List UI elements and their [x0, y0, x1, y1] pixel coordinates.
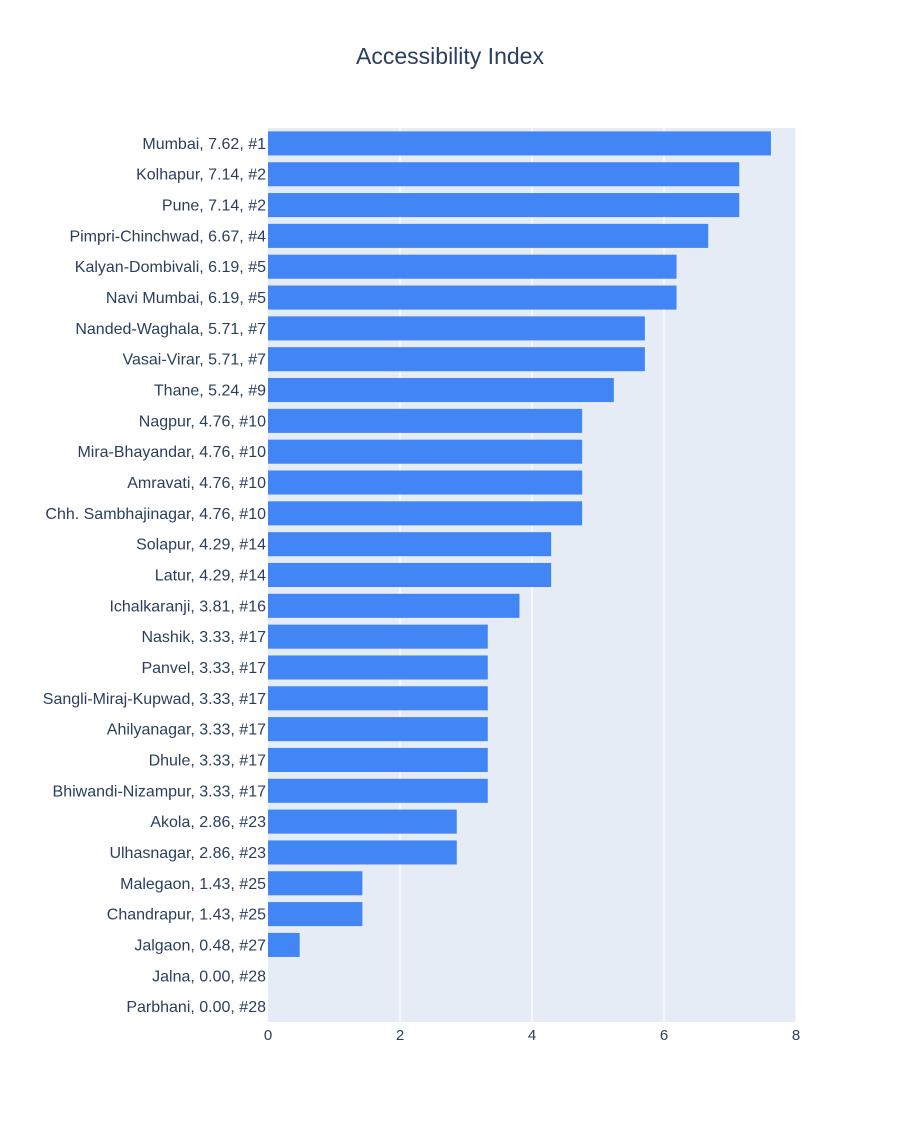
- x-tick-label-2: 2: [396, 1027, 404, 1044]
- y-category-label-29: Parbhani, 0.00, #28: [126, 999, 266, 1016]
- y-category-label-2: Kolhapur, 7.14, #2: [136, 167, 266, 184]
- x-tick-label-0: 0: [264, 1027, 272, 1044]
- bar-22: [268, 778, 488, 803]
- y-category-label-4: Pimpri-Chinchwad, 6.67, #4: [69, 228, 266, 245]
- x-tick-label-6: 6: [660, 1027, 668, 1044]
- bar-5: [268, 254, 677, 279]
- y-category-label-5: Kalyan-Dombivali, 6.19, #5: [75, 259, 266, 276]
- bar-12: [268, 470, 583, 495]
- y-category-label-19: Sangli-Miraj-Kupwad, 3.33, #17: [43, 691, 266, 708]
- y-category-label-17: Nashik, 3.33, #17: [141, 629, 266, 646]
- bar-14: [268, 532, 552, 557]
- bars: [268, 131, 771, 957]
- bar-10: [268, 408, 583, 433]
- bar-7: [268, 316, 645, 341]
- y-category-label-18: Panvel, 3.33, #17: [141, 660, 266, 677]
- y-category-label-9: Thane, 5.24, #9: [154, 383, 266, 400]
- y-category-label-28: Jalna, 0.00, #28: [152, 968, 266, 985]
- y-category-label-6: Navi Mumbai, 6.19, #5: [106, 290, 266, 307]
- bar-9: [268, 378, 614, 403]
- bar-3: [268, 193, 740, 218]
- bar-21: [268, 747, 488, 772]
- bar-4: [268, 223, 709, 248]
- y-axis-labels: Mumbai, 7.62, #1 Kolhapur, 7.14, #2 Pune, …: [43, 136, 266, 1016]
- y-category-label-27: Jalgaon, 0.48, #27: [134, 937, 266, 954]
- x-tick-label-8: 8: [792, 1027, 800, 1044]
- bar-25: [268, 871, 363, 896]
- y-category-label-22: Bhiwandi-Nizampur, 3.33, #17: [53, 783, 267, 800]
- y-category-label-7: Nanded-Waghala, 5.71, #7: [75, 321, 266, 338]
- y-category-label-14: Solapur, 4.29, #14: [136, 537, 266, 554]
- bar-27: [268, 932, 300, 957]
- y-category-label-1: Mumbai, 7.62, #1: [142, 136, 266, 153]
- y-category-label-10: Nagpur, 4.76, #10: [139, 413, 266, 430]
- bar-19: [268, 686, 488, 711]
- bar-26: [268, 902, 363, 927]
- y-category-label-3: Pune, 7.14, #2: [162, 198, 266, 215]
- x-tick-label-4: 4: [528, 1027, 536, 1044]
- y-category-label-26: Chandrapur, 1.43, #25: [107, 907, 266, 924]
- bar-2: [268, 162, 740, 187]
- y-category-label-24: Ulhasnagar, 2.86, #23: [109, 845, 266, 862]
- bar-1: [268, 131, 771, 156]
- bar-17: [268, 624, 488, 649]
- bar-24: [268, 840, 457, 865]
- y-category-label-11: Mira-Bhayandar, 4.76, #10: [77, 444, 266, 461]
- y-category-label-13: Chh. Sambhajinagar, 4.76, #10: [45, 506, 266, 523]
- y-category-label-8: Vasai-Virar, 5.71, #7: [123, 352, 267, 369]
- x-axis-tick-labels: 0 2 4 6 8: [264, 1027, 800, 1044]
- y-category-label-16: Ichalkaranji, 3.81, #16: [109, 598, 266, 615]
- bar-23: [268, 809, 457, 834]
- bar-8: [268, 347, 645, 372]
- y-category-label-25: Malegaon, 1.43, #25: [120, 876, 266, 893]
- bar-11: [268, 439, 583, 464]
- y-category-label-20: Ahilyanagar, 3.33, #17: [107, 722, 266, 739]
- y-category-label-15: Latur, 4.29, #14: [155, 568, 266, 585]
- bar-6: [268, 285, 677, 310]
- bar-16: [268, 593, 520, 618]
- chart-title: Accessibility Index: [356, 43, 544, 69]
- bar-18: [268, 655, 488, 680]
- y-category-label-23: Akola, 2.86, #23: [150, 814, 266, 831]
- y-category-label-21: Dhule, 3.33, #17: [149, 752, 267, 769]
- bar-20: [268, 717, 488, 742]
- y-category-label-12: Amravati, 4.76, #10: [127, 475, 266, 492]
- bar-13: [268, 501, 583, 526]
- bar-15: [268, 562, 552, 588]
